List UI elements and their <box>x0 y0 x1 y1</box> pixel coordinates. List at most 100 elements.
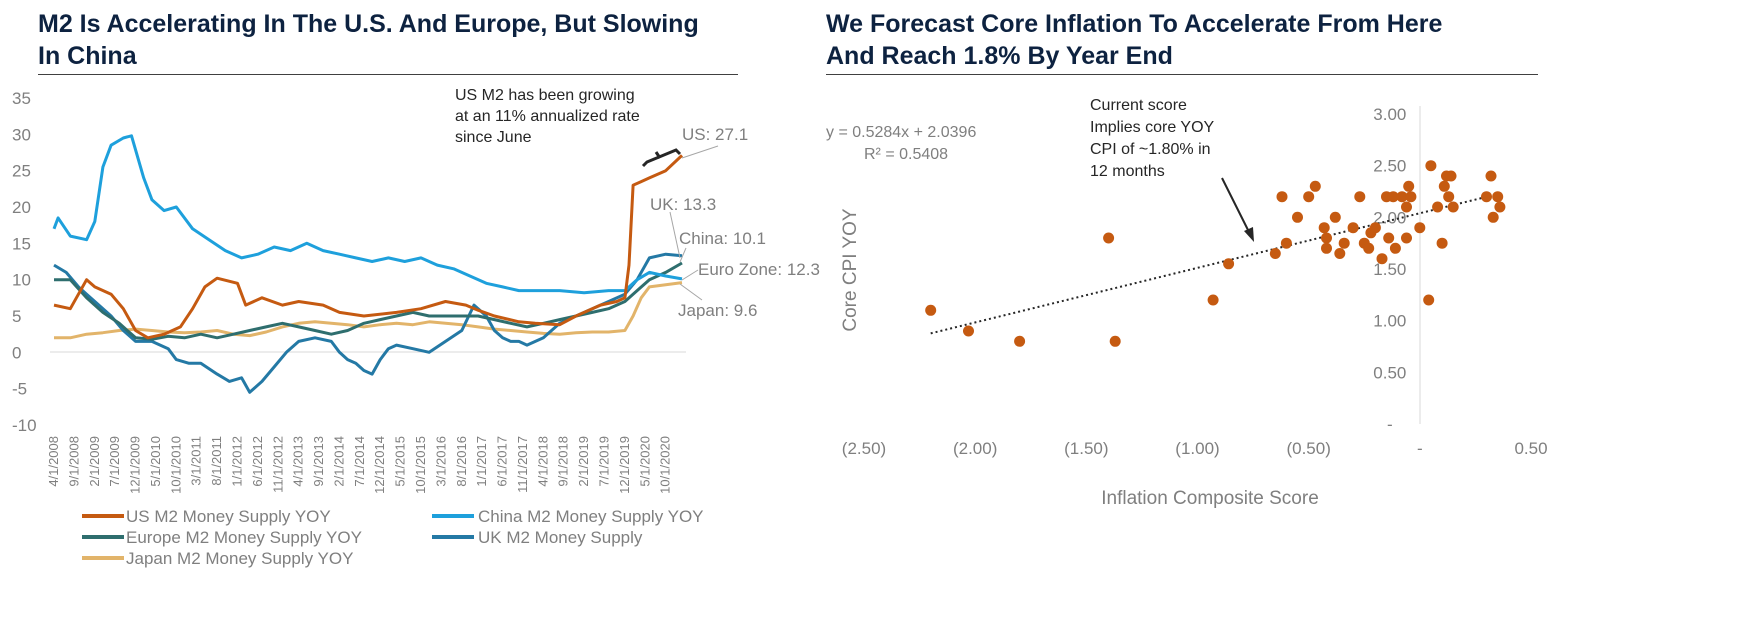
scatter-annotation-line2: Implies core YOY <box>1090 119 1215 136</box>
inflation-scatter-chart: 3.00 2.50 2.00 1.50 1.00 0.50 - (2.50) (2.00) (1… <box>826 97 1548 509</box>
line-x-tick-label: 2/1/2014 <box>331 436 346 487</box>
line-x-tick-label: 9/1/2013 <box>311 436 326 487</box>
right-title-line2: And Reach 1.8% By Year End <box>826 42 1173 70</box>
scatter-x-tick-label: 0.50 <box>1514 439 1547 458</box>
line-x-tick-label: 5/1/2020 <box>637 436 652 487</box>
line-y-tick-label: 30 <box>12 125 31 144</box>
scatter-point <box>1014 335 1026 347</box>
right-title-rule <box>826 74 1538 75</box>
scatter-point <box>1103 232 1115 244</box>
uk-end-label: UK: 13.3 <box>650 195 716 214</box>
line-chart-x-axis: 4/1/2008 9/1/2008 2/1/2009 7/1/2009 12/1/200… <box>46 436 673 494</box>
right-title-line1: We Forecast Core Inflation To Accelerate… <box>826 10 1443 38</box>
line-chart-series <box>52 134 684 394</box>
scatter-point <box>1487 211 1499 223</box>
trend-equation: y = 0.5284x + 2.0396 <box>826 124 976 141</box>
scatter-x-axis-title: Inflation Composite Score <box>1101 488 1319 509</box>
us-end-label: US: 27.1 <box>682 125 748 144</box>
line-chart-legend: US M2 Money Supply YOY China M2 Money Su… <box>82 507 704 568</box>
legend-label-europe: Europe M2 Money Supply YOY <box>126 528 362 547</box>
series-line-europe <box>54 261 683 341</box>
legend-label-china: China M2 Money Supply YOY <box>478 507 704 526</box>
line-x-tick-label: 5/1/2010 <box>148 436 163 487</box>
scatter-point <box>1481 191 1492 203</box>
scatter-point <box>1309 180 1321 192</box>
legend-label-japan: Japan M2 Money Supply YOY <box>126 549 353 568</box>
line-x-tick-label: 11/1/2017 <box>515 436 530 493</box>
line-x-tick-label: 8/1/2011 <box>209 436 224 486</box>
japan-end-label: Japan: 9.6 <box>678 301 757 320</box>
scatter-point <box>1334 248 1346 259</box>
scatter-point <box>1447 201 1459 213</box>
series-line-japan <box>54 281 683 340</box>
line-x-tick-label: 3/1/2016 <box>433 436 448 487</box>
scatter-y-tick-label: 0.50 <box>1373 363 1406 382</box>
line-y-tick-label: 35 <box>12 89 31 108</box>
scatter-point <box>1396 191 1408 203</box>
japan-leader-line <box>679 283 703 301</box>
scatter-point <box>1423 294 1435 306</box>
line-x-tick-label: 10/1/2010 <box>168 436 183 494</box>
scatter-x-axis: (2.50) (2.00) (1.50) (1.00) (0.50) - 0.50 <box>842 439 1548 458</box>
line-y-tick-label: -5 <box>12 380 27 399</box>
us-leader-line <box>681 145 719 159</box>
scatter-point <box>1280 237 1292 249</box>
scatter-y-tick-label: 1.00 <box>1373 312 1406 331</box>
line-x-tick-label: 3/1/2011 <box>189 436 204 486</box>
scatter-point <box>1436 237 1448 249</box>
scatter-point <box>1485 170 1497 182</box>
scatter-point <box>1443 191 1455 203</box>
scatter-point <box>1318 222 1330 234</box>
line-x-tick-label: 12/1/2014 <box>372 436 387 494</box>
line-x-tick-label: 6/1/2017 <box>495 436 510 487</box>
euro-end-label: China: 10.1 <box>679 229 766 248</box>
scatter-y-tick-label: 3.00 <box>1373 105 1406 124</box>
annotation-bracket-tick <box>654 151 662 159</box>
scatter-point <box>1376 253 1388 265</box>
line-y-tick-label: 0 <box>12 343 21 362</box>
scatter-point <box>1207 294 1219 306</box>
scatter-x-tick-label: - <box>1417 439 1423 458</box>
left-title-line1: M2 Is Accelerating In The U.S. And Europ… <box>38 10 699 38</box>
scatter-point <box>1432 201 1444 213</box>
scatter-point <box>1401 201 1412 213</box>
m2-line-chart: 35 30 25 20 15 10 5 0 -5 -10 4/1/2008 9/1/2008 2/1/… <box>12 87 820 568</box>
uk-leader-line <box>669 211 681 259</box>
line-x-tick-label: 9/1/2018 <box>556 436 571 487</box>
scatter-point <box>1363 242 1375 254</box>
line-x-tick-label: 10/1/2015 <box>413 436 428 494</box>
scatter-y-tick-label: 2.00 <box>1373 208 1406 227</box>
line-x-tick-label: 6/1/2012 <box>250 436 265 487</box>
scatter-trendline <box>930 193 1498 335</box>
series-line-uk <box>53 252 683 394</box>
scatter-point <box>1383 232 1395 244</box>
legend-label-uk: UK M2 Money Supply <box>478 528 643 547</box>
scatter-point <box>1389 242 1401 254</box>
annotation-bracket <box>641 148 682 168</box>
china-leader-line <box>681 269 699 281</box>
line-annotation-line2: at an 11% annualized rate <box>455 108 640 125</box>
scatter-y-axis: 3.00 2.50 2.00 1.50 1.00 0.50 - <box>1373 105 1406 434</box>
scatter-x-tick-label: (1.50) <box>1064 439 1108 458</box>
scatter-point <box>1321 232 1332 244</box>
scatter-point <box>1292 211 1303 223</box>
scatter-x-tick-label: (2.00) <box>953 439 997 458</box>
scatter-point <box>1347 222 1359 234</box>
scatter-y-tick-label: - <box>1387 415 1393 434</box>
trend-r-squared: R² = 0.5408 <box>864 146 948 163</box>
scatter-annotation-line1: Current score <box>1090 97 1187 114</box>
scatter-point <box>1425 160 1437 172</box>
scatter-point <box>1494 201 1506 213</box>
scatter-point <box>1329 211 1341 223</box>
scatter-point <box>1269 248 1281 259</box>
scatter-x-tick-label: (1.00) <box>1175 439 1219 458</box>
scatter-point <box>963 325 974 337</box>
line-x-tick-label: 7/1/2009 <box>107 436 122 487</box>
line-x-tick-label: 4/1/2013 <box>291 436 306 487</box>
line-y-tick-label: 10 <box>12 271 31 290</box>
line-x-tick-label: 11/1/2012 <box>270 436 285 493</box>
line-y-tick-label: -10 <box>12 416 37 435</box>
scatter-point <box>1303 191 1315 203</box>
line-x-tick-label: 12/1/2019 <box>617 436 632 494</box>
scatter-point <box>1387 191 1399 203</box>
